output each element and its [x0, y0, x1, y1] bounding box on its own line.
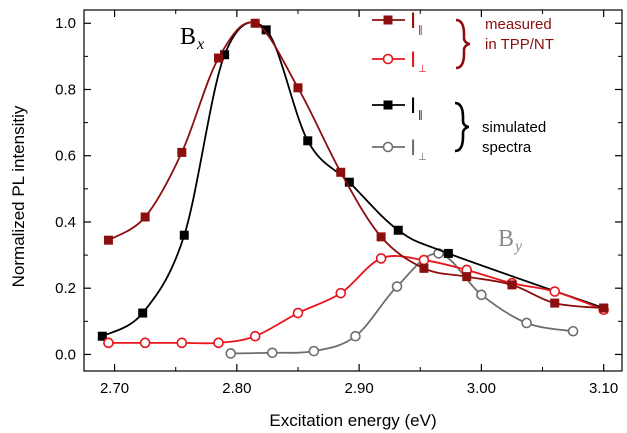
legend-symbol-text: I: [410, 135, 416, 160]
data-point: [303, 136, 313, 146]
legend-label-2: I ∥: [410, 93, 423, 121]
data-point: [521, 317, 532, 329]
legend-label-1: I ⊥: [410, 47, 427, 75]
annotation-sub: y: [513, 238, 523, 255]
legend-symbol-text: I: [410, 8, 416, 33]
data-point: [375, 253, 387, 264]
legend-marker: [382, 53, 394, 65]
x-axis-title: Excitation energy (eV): [269, 411, 436, 430]
annotation-main: B: [180, 24, 196, 50]
data-point: [391, 281, 403, 292]
legend-entry: I ⊥: [372, 135, 427, 163]
data-point: [140, 212, 150, 222]
series-simulated-perpendicular: [225, 248, 579, 359]
legend-group-measured: measured in TPP/NT: [485, 16, 554, 53]
data-point: [335, 287, 347, 299]
data-point: [176, 337, 188, 349]
data-point: [344, 177, 354, 187]
legend-entry: I ∥: [372, 8, 423, 36]
data-point: [549, 286, 561, 297]
x-tick-label: 2.80: [222, 380, 251, 397]
y-tick-label: 0.0: [55, 346, 76, 363]
axes: 2.70 2.80 2.90 3.00 3.10 0.0 0.2 0.4 0.6 0.8 1.0 Ex…: [9, 9, 623, 430]
data-point: [249, 330, 261, 342]
legend-marker: [382, 141, 394, 153]
legend-symbol-sub: ∥: [418, 25, 423, 36]
data-point: [476, 289, 487, 301]
series-line: [108, 255, 604, 345]
x-tick-label: 3.10: [589, 380, 618, 397]
data-point: [393, 225, 403, 235]
legend-symbol-sub: ∥: [418, 110, 423, 121]
legend-entry: I ∥: [372, 93, 423, 121]
y-tick-label: 0.8: [55, 81, 76, 98]
data-point: [418, 254, 430, 266]
legend-symbol-sub: ⊥: [418, 152, 427, 163]
annotation-main: B: [498, 226, 514, 252]
series-line: [101, 21, 604, 338]
data-point: [293, 83, 303, 93]
series-simulated-parallel: [97, 21, 609, 341]
data-point: [138, 308, 148, 318]
data-point: [214, 53, 223, 63]
data-point: [225, 348, 237, 359]
legend-label-0: I ∥: [410, 8, 423, 36]
y-tick-label: 0.6: [55, 148, 76, 165]
data-point: [261, 25, 271, 35]
data-point: [550, 298, 560, 308]
brace-simulated: [454, 101, 470, 153]
legend-symbol-text: I: [410, 47, 416, 72]
legend-entry: I ⊥: [372, 47, 427, 75]
data-point: [179, 230, 189, 240]
x-tick-label: 2.70: [100, 380, 129, 397]
data-point: [308, 345, 320, 357]
x-tick-label: 2.90: [345, 380, 374, 397]
data-point: [220, 50, 230, 60]
legend-marker: [383, 15, 393, 25]
data-point: [419, 263, 429, 273]
data-point: [336, 167, 346, 177]
data-point: [567, 325, 579, 337]
data-point: [292, 307, 304, 319]
data-point: [599, 303, 609, 313]
data-point: [250, 18, 260, 28]
y-tick-label: 1.0: [55, 15, 76, 32]
series-measured-parallel: [103, 18, 609, 313]
data-point: [462, 272, 472, 282]
legend-group-simulated: simulated spectra: [482, 119, 546, 156]
legend-label-3: I ⊥: [410, 135, 427, 163]
annotation-sub: x: [196, 36, 204, 53]
y-tick-label: 0.4: [55, 214, 76, 231]
series-line: [230, 252, 574, 355]
legend-symbol-sub: ⊥: [418, 64, 427, 75]
data-point: [139, 337, 151, 349]
plot-frame: [83, 9, 623, 372]
data-point: [213, 337, 224, 349]
series-layer: [97, 18, 609, 359]
data-point: [507, 280, 517, 290]
data-point: [443, 248, 453, 258]
series-line: [107, 21, 604, 309]
data-point: [177, 147, 187, 157]
brace-measured: [455, 18, 471, 70]
data-point: [103, 235, 113, 245]
x-tick-label: 3.00: [467, 380, 496, 397]
data-point: [266, 347, 278, 359]
data-point: [103, 337, 114, 349]
data-point: [350, 330, 361, 342]
legend-symbol-text: I: [410, 93, 416, 118]
data-point: [97, 331, 107, 341]
y-axis-title: Normalized PL intensitiy: [9, 105, 28, 287]
y-tick-label: 0.2: [55, 280, 76, 297]
legend-marker: [383, 100, 393, 110]
data-point: [376, 232, 386, 242]
